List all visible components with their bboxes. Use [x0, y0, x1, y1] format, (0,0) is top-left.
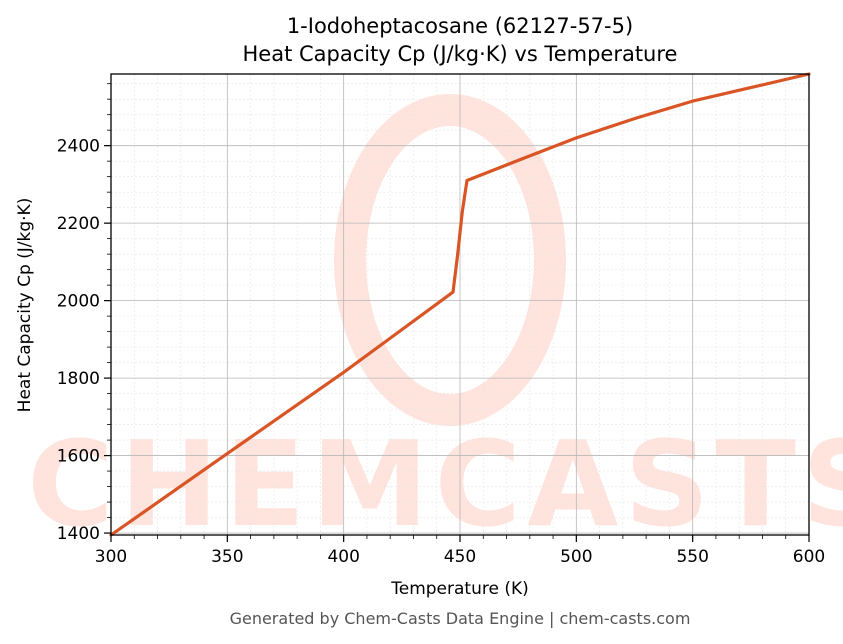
- x-tick-label: 500: [560, 547, 592, 567]
- x-axis-label: Temperature (K): [390, 579, 529, 599]
- y-axis-label: Heat Capacity Cp (J/kg·K): [15, 198, 35, 413]
- x-tick-label: 300: [95, 547, 127, 567]
- y-axis: 1400 1600 1800 2000 2200 2400: [57, 83, 111, 544]
- x-axis: 300 350 400 450 500 550 600: [95, 535, 825, 567]
- x-tick-label: 350: [211, 547, 243, 567]
- footer-credit: Generated by Chem-Casts Data Engine | ch…: [230, 609, 691, 628]
- y-tick-label: 1800: [57, 369, 100, 389]
- watermark-logo-ring: [334, 94, 566, 426]
- x-tick-label: 400: [327, 547, 359, 567]
- y-tick-label: 2200: [57, 214, 100, 234]
- watermark: CHEMCASTS: [27, 94, 843, 553]
- chart-title: 1-Iodoheptacosane (62127-57-5): [287, 14, 633, 38]
- y-tick-label: 1400: [57, 524, 100, 544]
- x-tick-label: 450: [444, 547, 476, 567]
- y-tick-label: 2400: [57, 137, 100, 157]
- series-line: [109, 72, 811, 537]
- y-tick-label: 2000: [57, 292, 100, 312]
- watermark-text: CHEMCASTS: [27, 415, 843, 553]
- chart-subtitle: Heat Capacity Cp (J/kg·K) vs Temperature: [243, 42, 678, 66]
- x-tick-label: 550: [676, 547, 708, 567]
- x-tick-label: 600: [793, 547, 825, 567]
- y-tick-label: 1600: [57, 447, 100, 467]
